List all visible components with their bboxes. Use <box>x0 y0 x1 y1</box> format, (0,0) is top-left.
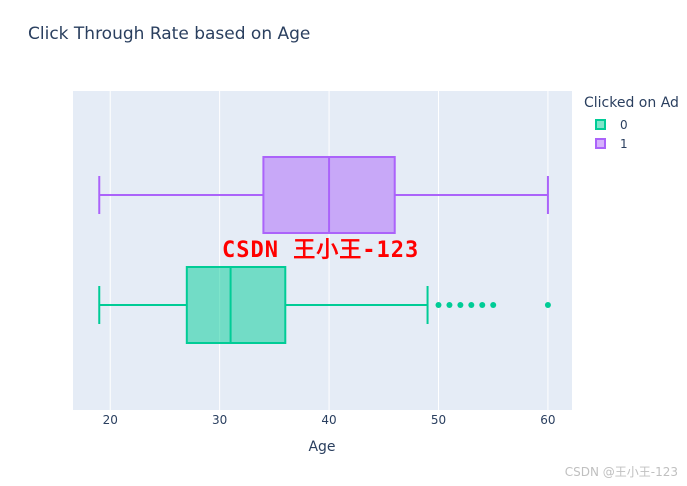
legend-title: Clicked on Ad <box>584 95 679 111</box>
legend-item-0[interactable]: 0 <box>595 115 679 134</box>
watermark-overlay: CSDN 王小王-123 <box>222 238 420 263</box>
gridlines <box>109 91 549 410</box>
outlier-point <box>468 302 475 308</box>
outlier-point <box>479 302 486 308</box>
legend-swatch-1 <box>595 138 606 149</box>
x-axis-ticks: 20 30 40 50 60 <box>103 413 556 427</box>
x-tick-label-50: 50 <box>431 413 446 427</box>
legend-swatch-0 <box>595 119 606 130</box>
box-1 <box>98 156 549 234</box>
x-axis-label: Age <box>308 439 335 455</box>
x-tick-label-20: 20 <box>103 413 118 427</box>
box-series <box>98 156 551 344</box>
chart-title: Click Through Rate based on Age <box>28 24 311 44</box>
x-tick-label-40: 40 <box>321 413 336 427</box>
watermark-corner: CSDN @王小王-123 <box>564 465 678 479</box>
outlier-point <box>446 302 453 308</box>
x-tick-label-30: 30 <box>212 413 227 427</box>
legend-item-1[interactable]: 1 <box>595 134 679 153</box>
outlier-point <box>435 302 442 308</box>
outlier-point <box>544 302 551 308</box>
plot-area <box>73 91 572 410</box>
outlier-point <box>490 302 497 308</box>
outlier-point <box>457 302 464 308</box>
legend-label-0: 0 <box>620 117 628 132</box>
iqr-box <box>185 266 287 344</box>
box-0 <box>98 266 551 344</box>
legend-label-1: 1 <box>620 136 628 151</box>
x-tick-label-60: 60 <box>540 413 555 427</box>
legend: Clicked on Ad 0 1 <box>584 95 679 153</box>
